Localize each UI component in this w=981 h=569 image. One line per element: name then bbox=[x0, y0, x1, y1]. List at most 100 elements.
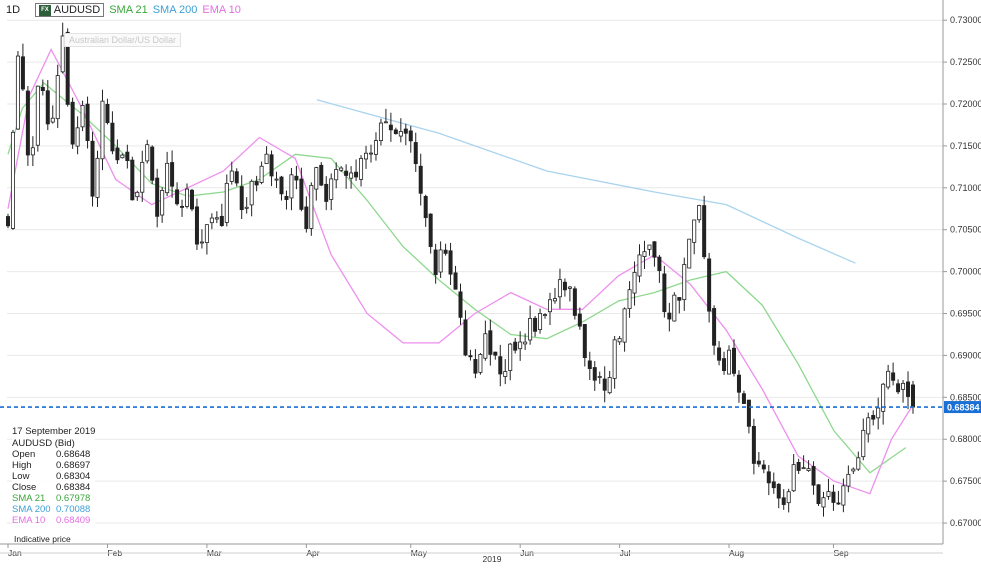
y-tick-label: 0.68500 bbox=[950, 392, 981, 402]
candle-body bbox=[349, 172, 354, 179]
candle-body bbox=[552, 298, 557, 302]
y-tick-label: 0.69500 bbox=[950, 309, 981, 319]
info-value: 0.70088 bbox=[56, 504, 91, 515]
candle-body bbox=[204, 224, 209, 243]
candle-body bbox=[528, 318, 533, 341]
candle-body bbox=[692, 219, 697, 243]
candle-body bbox=[806, 468, 811, 472]
candle-body bbox=[717, 347, 722, 361]
candle-body bbox=[75, 127, 80, 147]
candle-body bbox=[40, 86, 45, 91]
candle-body bbox=[622, 308, 627, 343]
symbol-label: AUDUSD bbox=[53, 4, 101, 16]
candle-body bbox=[816, 484, 821, 505]
candle-body bbox=[901, 382, 906, 390]
candle-body bbox=[751, 425, 756, 464]
indicator-sma21[interactable]: SMA 21 bbox=[109, 4, 148, 16]
candle-body bbox=[493, 351, 498, 356]
candle-body bbox=[582, 324, 587, 358]
candle-body bbox=[657, 256, 662, 272]
last-price-label: 0.68384 bbox=[947, 403, 980, 413]
candle-body bbox=[786, 491, 791, 504]
candle-body bbox=[155, 177, 160, 217]
candle-body bbox=[433, 249, 438, 275]
candle-body bbox=[170, 162, 175, 187]
candle-body bbox=[503, 371, 508, 377]
candle-body bbox=[65, 31, 70, 105]
candle-body bbox=[473, 359, 478, 374]
candle-body bbox=[403, 128, 408, 134]
candle-body bbox=[697, 205, 702, 221]
candle-body bbox=[10, 131, 15, 229]
chart-header: 1D FX AUDUSD SMA 21 SMA 200 EMA 10 bbox=[6, 3, 241, 17]
symbol-tooltip: Australian Dollar/US Dollar bbox=[64, 33, 182, 47]
candle-body bbox=[856, 457, 861, 470]
candle-body bbox=[85, 103, 90, 141]
y-tick-label: 0.72500 bbox=[950, 57, 981, 67]
y-tick-label: 0.72000 bbox=[950, 99, 981, 109]
candle-body bbox=[821, 497, 826, 508]
candle-body bbox=[398, 131, 403, 137]
candle-body bbox=[378, 122, 383, 141]
candle-body bbox=[587, 360, 592, 369]
symbol-selector[interactable]: FX AUDUSD bbox=[35, 3, 105, 17]
candle-body bbox=[478, 354, 483, 373]
candle-body bbox=[354, 171, 359, 178]
candle-body bbox=[602, 378, 607, 391]
candle-body bbox=[557, 279, 562, 298]
candle-body bbox=[329, 178, 334, 200]
candle-body bbox=[906, 381, 911, 397]
timeframe-selector[interactable]: 1D bbox=[6, 4, 21, 16]
candle-body bbox=[239, 186, 244, 210]
y-tick-label: 0.70500 bbox=[950, 225, 981, 235]
candle-body bbox=[60, 35, 65, 73]
candle-body bbox=[249, 180, 254, 206]
info-row-close: Close 0.68384 bbox=[12, 482, 95, 493]
candle-body bbox=[448, 250, 453, 275]
candle-body bbox=[443, 249, 448, 254]
info-label: SMA 200 bbox=[12, 504, 51, 515]
candle-body bbox=[25, 90, 30, 156]
candle-body bbox=[269, 154, 274, 177]
candle-body bbox=[836, 502, 841, 505]
candle-body bbox=[577, 313, 582, 327]
candle-body bbox=[513, 341, 518, 351]
info-instrument: AUDUSD (Bid) bbox=[12, 438, 75, 449]
candle-body bbox=[388, 124, 393, 131]
y-tick-label: 0.69000 bbox=[950, 350, 981, 360]
indicator-sma200[interactable]: SMA 200 bbox=[152, 4, 198, 16]
candle-body bbox=[30, 147, 35, 156]
indicator-ema10[interactable]: EMA 10 bbox=[202, 4, 241, 16]
info-label: High bbox=[12, 460, 32, 471]
candle-body bbox=[831, 491, 836, 503]
candle-body bbox=[612, 339, 617, 379]
candle-body bbox=[135, 191, 140, 198]
candle-body bbox=[523, 341, 528, 345]
candle-body bbox=[383, 121, 388, 124]
candle-body bbox=[120, 154, 125, 159]
candle-body bbox=[662, 273, 667, 313]
candle-body bbox=[508, 343, 513, 371]
candle-body bbox=[80, 105, 85, 128]
candle-body bbox=[165, 162, 170, 194]
y-tick-label: 0.73000 bbox=[950, 15, 981, 25]
candle-body bbox=[911, 384, 916, 408]
candle-body bbox=[632, 271, 637, 294]
info-row-sma200: SMA 200 0.70088 bbox=[12, 504, 95, 515]
candle-body bbox=[284, 195, 289, 200]
candle-body bbox=[70, 101, 75, 145]
ohlc-info-panel: 17 September 2019 AUDUSD (Bid) Open 0.686… bbox=[12, 426, 96, 526]
info-row-low: Low 0.68304 bbox=[12, 471, 95, 482]
candle-body bbox=[826, 491, 831, 497]
candle-body bbox=[811, 466, 816, 486]
candle-body bbox=[841, 485, 846, 506]
candle-body bbox=[393, 129, 398, 135]
candle-body bbox=[463, 319, 468, 356]
candle-body bbox=[538, 313, 543, 330]
candle-body bbox=[289, 174, 294, 199]
candle-body bbox=[667, 312, 672, 320]
candle-body bbox=[543, 314, 548, 316]
candle-body bbox=[423, 195, 428, 219]
